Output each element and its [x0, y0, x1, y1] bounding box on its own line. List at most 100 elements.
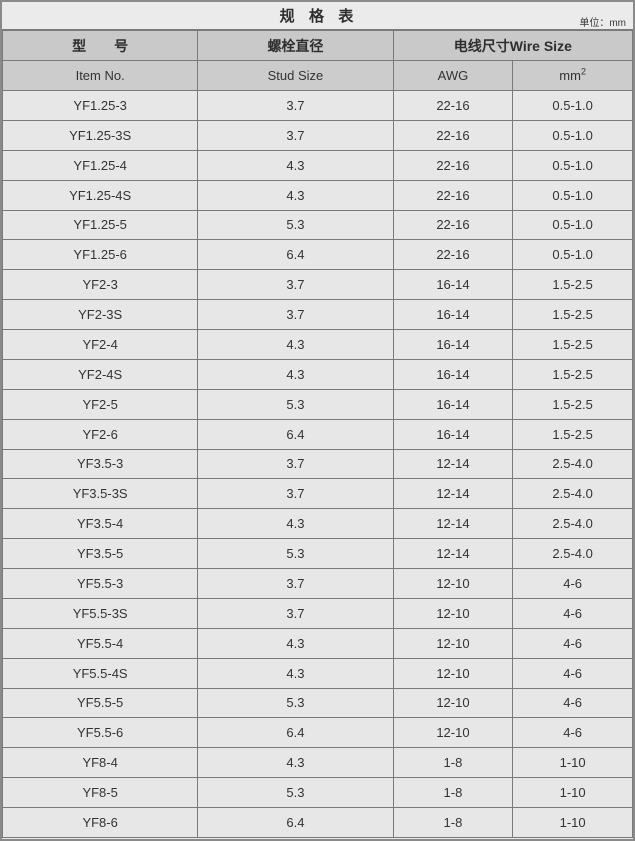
table-row: YF5.5-3S 3.7 12-10 4-6 — [2, 597, 633, 629]
cell-item: YF3.5-3 — [2, 448, 199, 480]
cell-item: YF8-5 — [2, 777, 199, 808]
cell-item: YF1.25-3 — [2, 90, 199, 121]
cell-stud: 5.3 — [197, 209, 394, 241]
cell-item: YF2-4 — [2, 329, 199, 360]
cell-mm2: 0.5-1.0 — [512, 209, 633, 241]
cell-stud: 4.3 — [197, 329, 394, 360]
cell-stud: 3.7 — [197, 299, 394, 330]
cell-stud: 3.7 — [197, 597, 394, 629]
cell-stud: 4.3 — [197, 657, 394, 689]
cell-item: YF3.5-5 — [2, 538, 199, 569]
cell-awg: 12-10 — [392, 717, 514, 749]
cell-mm2: 2.5-4.0 — [512, 478, 633, 510]
cell-stud: 4.3 — [197, 179, 394, 211]
cell-awg: 12-10 — [392, 627, 514, 659]
cell-stud: 4.3 — [197, 508, 394, 540]
header-row-en: Item No. Stud Size AWG mm2 — [2, 60, 633, 91]
cell-mm2: 1.5-2.5 — [512, 329, 633, 360]
cell-item: YF1.25-6 — [2, 239, 199, 271]
cell-awg: 16-14 — [392, 329, 514, 360]
cell-mm2: 2.5-4.0 — [512, 538, 633, 569]
table-row: YF5.5-3 3.7 12-10 4-6 — [2, 568, 633, 599]
header-mm2-base: mm — [559, 68, 581, 83]
table-row: YF5.5-4 4.3 12-10 4-6 — [2, 627, 633, 659]
cell-mm2: 0.5-1.0 — [512, 149, 633, 181]
cell-awg: 12-10 — [392, 657, 514, 689]
cell-stud: 3.7 — [197, 568, 394, 599]
cell-awg: 22-16 — [392, 179, 514, 211]
cell-item: YF1.25-5 — [2, 209, 199, 241]
cell-awg: 16-14 — [392, 418, 514, 450]
cell-mm2: 4-6 — [512, 597, 633, 629]
cell-awg: 16-14 — [392, 388, 514, 420]
cell-stud: 6.4 — [197, 239, 394, 271]
table-row: YF5.5-6 6.4 12-10 4-6 — [2, 717, 633, 749]
cell-awg: 22-16 — [392, 119, 514, 151]
cell-item: YF2-4S — [2, 358, 199, 390]
cell-awg: 22-16 — [392, 90, 514, 121]
cell-mm2: 0.5-1.0 — [512, 90, 633, 121]
cell-mm2: 1-10 — [512, 807, 633, 838]
cell-mm2: 4-6 — [512, 568, 633, 599]
table-row: YF2-3S 3.7 16-14 1.5-2.5 — [2, 299, 633, 330]
cell-item: YF3.5-3S — [2, 478, 199, 510]
cell-item: YF5.5-3 — [2, 568, 199, 599]
cell-awg: 22-16 — [392, 209, 514, 241]
table-row: YF2-6 6.4 16-14 1.5-2.5 — [2, 418, 633, 450]
cell-stud: 4.3 — [197, 149, 394, 181]
cell-mm2: 1.5-2.5 — [512, 269, 633, 301]
cell-mm2: 0.5-1.0 — [512, 239, 633, 271]
cell-item: YF1.25-3S — [2, 119, 199, 151]
table-row: YF1.25-3S 3.7 22-16 0.5-1.0 — [2, 119, 633, 151]
cell-item: YF5.5-3S — [2, 597, 199, 629]
cell-mm2: 1.5-2.5 — [512, 299, 633, 330]
cell-stud: 5.3 — [197, 538, 394, 569]
cell-mm2: 2.5-4.0 — [512, 448, 633, 480]
table-row: YF3.5-5 5.3 12-14 2.5-4.0 — [2, 538, 633, 569]
cell-item: YF2-3S — [2, 299, 199, 330]
cell-mm2: 1.5-2.5 — [512, 358, 633, 390]
cell-item: YF5.5-6 — [2, 717, 199, 749]
table-row: YF2-3 3.7 16-14 1.5-2.5 — [2, 269, 633, 301]
table-row: YF8-4 4.3 1-8 1-10 — [2, 747, 633, 779]
cell-stud: 5.3 — [197, 687, 394, 719]
cell-awg: 12-14 — [392, 538, 514, 569]
spec-table-header: 型 号 螺栓直径 电线尺寸Wire Size Item No. Stud Siz… — [2, 30, 633, 91]
spec-table: 型 号 螺栓直径 电线尺寸Wire Size Item No. Stud Siz… — [2, 30, 633, 838]
unit-note: 单位：mm — [579, 18, 626, 29]
cell-awg: 12-14 — [392, 508, 514, 540]
table-row: YF1.25-4S 4.3 22-16 0.5-1.0 — [2, 179, 633, 211]
cell-mm2: 1-10 — [512, 747, 633, 779]
cell-awg: 1-8 — [392, 747, 514, 779]
table-row: YF1.25-4 4.3 22-16 0.5-1.0 — [2, 149, 633, 181]
table-row: YF5.5-5 5.3 12-10 4-6 — [2, 687, 633, 719]
cell-stud: 4.3 — [197, 627, 394, 659]
cell-item: YF5.5-5 — [2, 687, 199, 719]
table-row: YF3.5-3S 3.7 12-14 2.5-4.0 — [2, 478, 633, 510]
cell-mm2: 1.5-2.5 — [512, 388, 633, 420]
cell-mm2: 0.5-1.0 — [512, 179, 633, 211]
table-row: YF8-6 6.4 1-8 1-10 — [2, 807, 633, 838]
cell-stud: 3.7 — [197, 478, 394, 510]
cell-item: YF5.5-4 — [2, 627, 199, 659]
header-wire-size: 电线尺寸Wire Size — [392, 30, 633, 61]
table-row: YF2-4 4.3 16-14 1.5-2.5 — [2, 329, 633, 360]
spec-table-body: YF1.25-3 3.7 22-16 0.5-1.0 YF1.25-3S 3.7 22-16… — [2, 90, 633, 838]
table-row: YF5.5-4S 4.3 12-10 4-6 — [2, 657, 633, 689]
header-awg: AWG — [392, 60, 514, 91]
table-row: YF1.25-5 5.3 22-16 0.5-1.0 — [2, 209, 633, 241]
cell-stud: 5.3 — [197, 388, 394, 420]
header-mm2: mm2 — [512, 60, 633, 91]
cell-mm2: 0.5-1.0 — [512, 119, 633, 151]
table-title-row: 规 格 表 单位：mm — [2, 2, 633, 30]
table-row: YF3.5-3 3.7 12-14 2.5-4.0 — [2, 448, 633, 480]
cell-stud: 3.7 — [197, 119, 394, 151]
cell-mm2: 4-6 — [512, 717, 633, 749]
cell-awg: 16-14 — [392, 299, 514, 330]
cell-awg: 12-14 — [392, 448, 514, 480]
table-title: 规 格 表 — [279, 8, 356, 25]
table-row: YF8-5 5.3 1-8 1-10 — [2, 777, 633, 808]
cell-stud: 6.4 — [197, 717, 394, 749]
cell-awg: 12-10 — [392, 687, 514, 719]
